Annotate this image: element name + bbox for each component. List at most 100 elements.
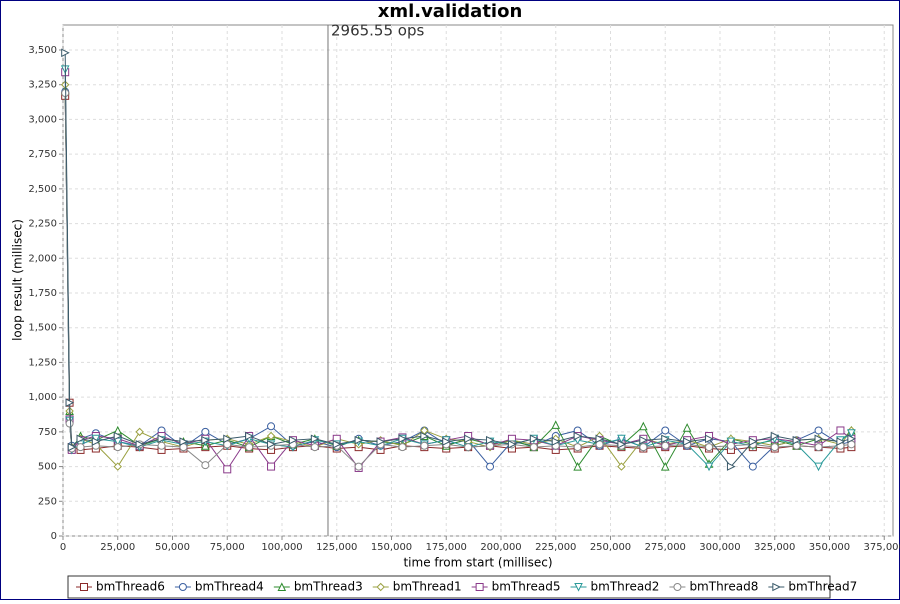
- data-point: [814, 443, 823, 452]
- legend-marker: [80, 583, 88, 591]
- data-point: [617, 440, 627, 449]
- data-point: [529, 434, 539, 444]
- data-point: [573, 461, 582, 471]
- x-tick-label: 300,000: [699, 542, 740, 553]
- y-tick-label: 500: [38, 462, 57, 473]
- data-point: [157, 434, 167, 444]
- data-point: [67, 442, 77, 452]
- y-axis-label: loop result (millisec): [11, 219, 25, 341]
- legend-label: bmThread2: [591, 580, 660, 594]
- legend-marker: [178, 583, 187, 591]
- x-tick-label: 0: [60, 542, 66, 553]
- y-tick-label: 750: [38, 427, 57, 438]
- data-point: [639, 421, 648, 431]
- data-point: [113, 431, 123, 441]
- data-point: [660, 461, 670, 471]
- x-tick-label: 100,000: [261, 542, 302, 553]
- data-point: [507, 440, 517, 449]
- y-tick-label: 1,000: [28, 392, 57, 403]
- data-point: [792, 435, 802, 445]
- data-point: [770, 431, 780, 441]
- data-point: [201, 427, 210, 436]
- annotation-label: 2965.55 ops: [331, 22, 424, 40]
- data-point: [814, 426, 823, 435]
- data-point: [223, 465, 232, 474]
- data-point: [354, 435, 364, 445]
- data-point: [332, 440, 342, 449]
- y-tick-label: 2,250: [28, 219, 57, 230]
- data-point: [661, 441, 670, 450]
- data-point: [639, 435, 648, 445]
- data-point: [486, 462, 495, 471]
- y-tick-label: 3,000: [28, 114, 57, 125]
- data-point: [267, 440, 276, 449]
- y-tick-label: 2,000: [28, 253, 57, 264]
- y-tick-label: 2,500: [28, 184, 57, 195]
- y-tick-label: 1,250: [28, 357, 57, 368]
- legend-label: bmThread7: [788, 580, 857, 594]
- y-tick-label: 1,750: [28, 288, 57, 299]
- y-tick-label: 3,250: [28, 80, 57, 91]
- legend-marker: [574, 583, 583, 592]
- chart-title: xml.validation: [378, 1, 523, 22]
- series-line: [64, 52, 852, 468]
- data-point: [705, 434, 714, 444]
- series-line: [64, 90, 852, 468]
- legend-marker: [475, 583, 484, 591]
- data-point: [135, 427, 144, 437]
- data-point: [442, 437, 451, 446]
- series-line: [64, 93, 852, 468]
- data-point: [420, 431, 429, 441]
- data-point: [573, 443, 582, 452]
- series-line: [64, 69, 852, 468]
- data-point: [814, 462, 823, 472]
- legend-marker: [673, 583, 682, 591]
- data-point: [65, 419, 74, 428]
- legend-label: bmThread1: [393, 580, 462, 594]
- legend-marker: [277, 582, 287, 591]
- data-point: [770, 443, 779, 452]
- data-point: [682, 423, 692, 432]
- legend-label: bmThread5: [492, 580, 561, 594]
- data-point: [551, 437, 561, 446]
- data-point: [61, 48, 70, 58]
- data-point: [157, 441, 166, 450]
- data-point: [704, 462, 714, 472]
- x-tick-label: 325,000: [754, 542, 795, 553]
- legend-label: bmThread4: [195, 580, 264, 594]
- data-point: [639, 443, 648, 452]
- data-point: [91, 437, 101, 446]
- x-tick-label: 350,000: [809, 542, 850, 553]
- y-tick-label: 3,500: [28, 45, 57, 56]
- data-point: [748, 437, 758, 446]
- y-tick-label: 1,500: [28, 323, 57, 334]
- data-point: [310, 443, 319, 452]
- data-point: [266, 431, 276, 441]
- data-point: [223, 434, 232, 444]
- data-point: [726, 437, 736, 447]
- data-point: [76, 434, 86, 444]
- data-point: [113, 462, 122, 471]
- series-line: [64, 84, 852, 468]
- legend-label: bmThread6: [96, 580, 165, 594]
- legend-marker: [772, 582, 781, 592]
- x-tick-label: 175,000: [426, 542, 467, 553]
- y-tick-label: 0: [51, 531, 57, 542]
- data-point: [65, 398, 75, 408]
- x-tick-label: 25,000: [100, 542, 135, 553]
- x-tick-label: 225,000: [535, 542, 576, 553]
- x-tick-label: 50,000: [155, 542, 190, 553]
- legend-label: bmThread8: [689, 580, 758, 594]
- x-tick-label: 250,000: [590, 542, 631, 553]
- x-axis-label: time from start (millisec): [403, 556, 552, 570]
- data-point: [398, 434, 408, 444]
- plot-area: [62, 24, 894, 537]
- data-point: [847, 434, 857, 444]
- data-point: [354, 462, 363, 471]
- x-tick-label: 375,000: [864, 542, 900, 553]
- data-point: [726, 441, 735, 450]
- data-point: [661, 426, 670, 435]
- data-point: [245, 431, 254, 441]
- legend-label: bmThread3: [294, 580, 363, 594]
- data-point: [486, 435, 495, 445]
